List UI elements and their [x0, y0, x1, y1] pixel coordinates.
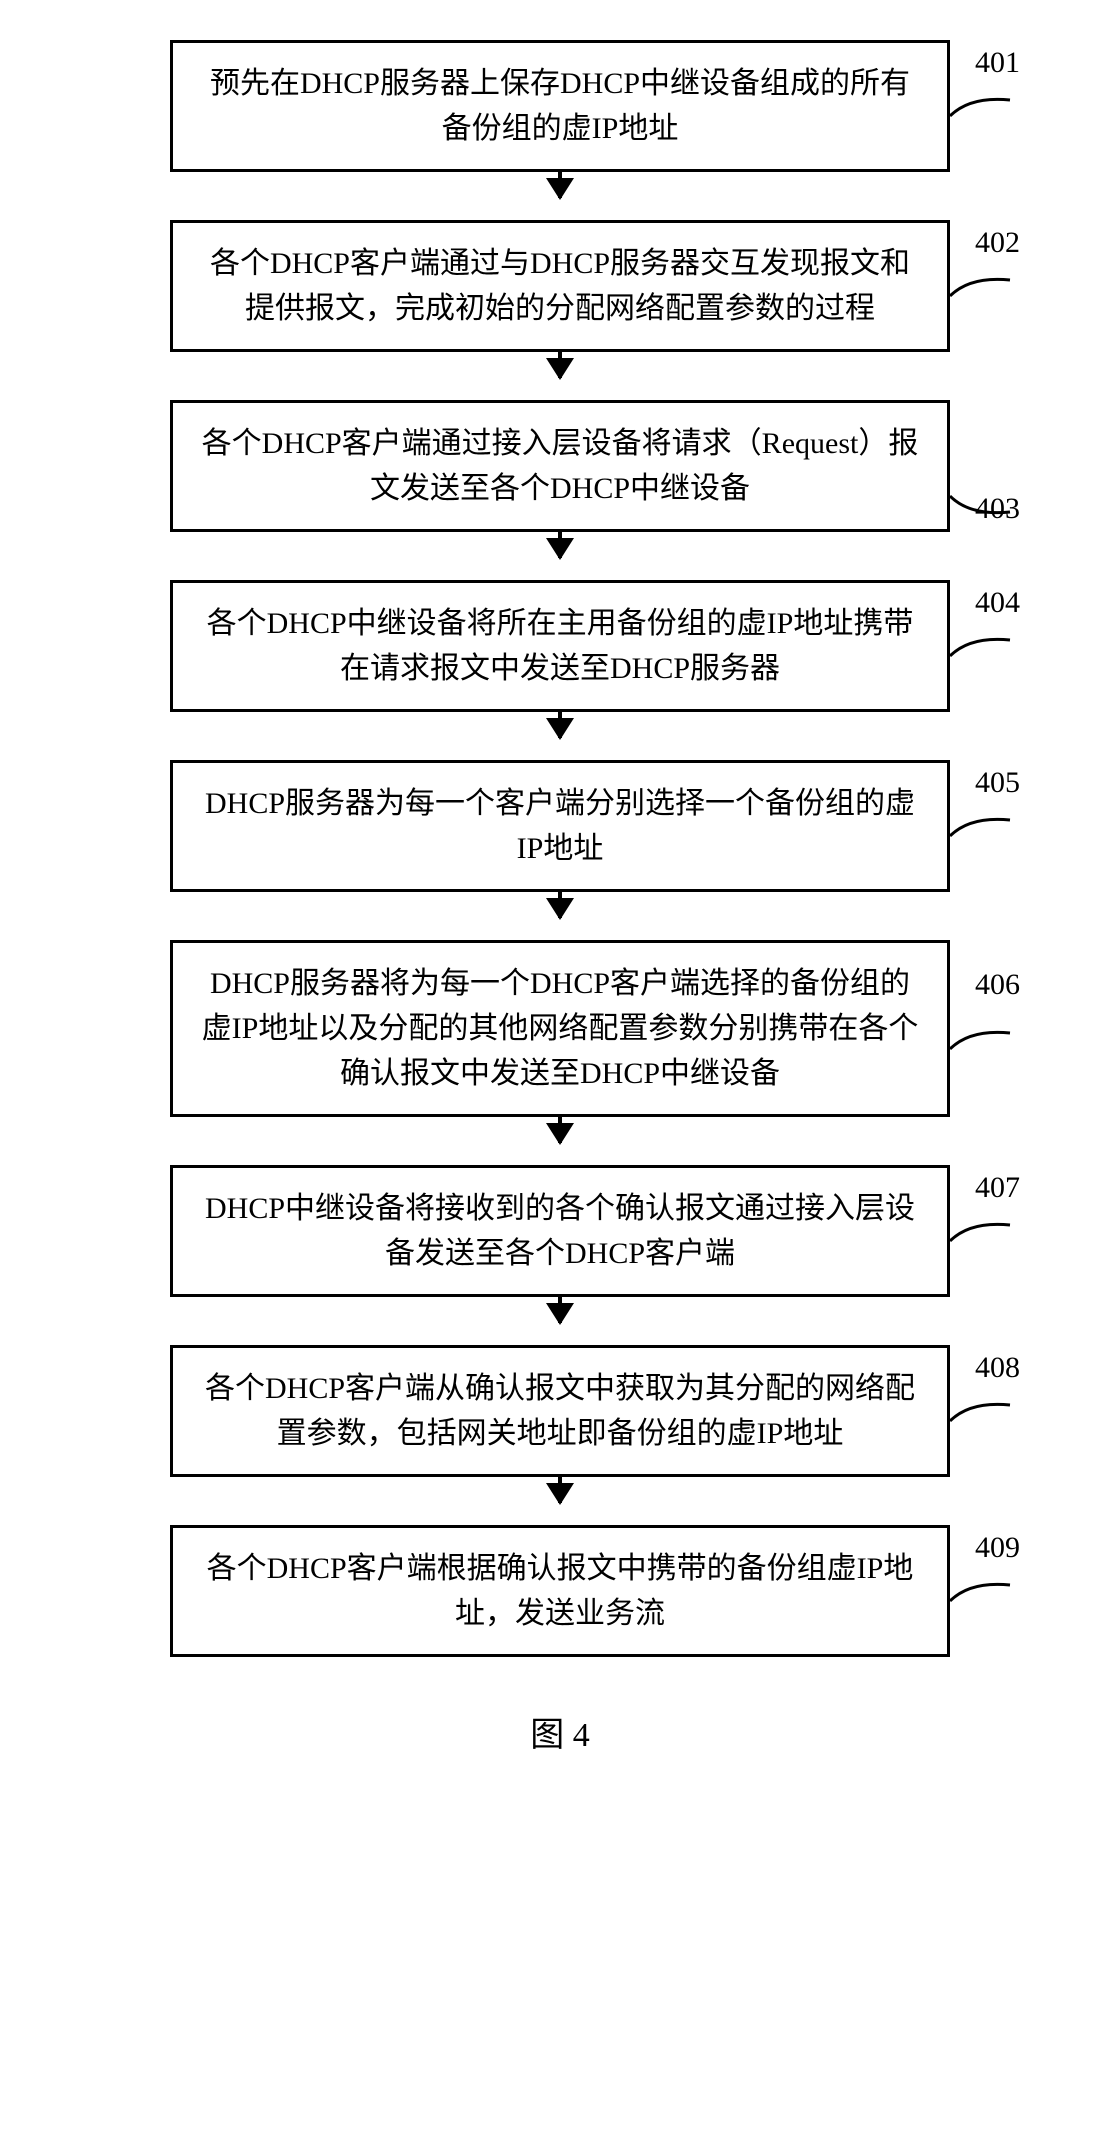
step-text: 各个DHCP客户端根据确认报文中携带的备份组虚IP地址，发送业务流	[207, 1552, 914, 1630]
step-box: 各个DHCP客户端通过接入层设备将请求（Request）报文发送至各个DHCP中…	[170, 400, 950, 532]
step-text: DHCP中继设备将接收到的各个确认报文通过接入层设备发送至各个DHCP客户端	[205, 1192, 915, 1270]
step-label: 405	[975, 766, 1020, 800]
step-row-404: 各个DHCP中继设备将所在主用备份组的虚IP地址携带在请求报文中发送至DHCP服…	[30, 580, 1090, 712]
step-text: DHCP服务器将为每一个DHCP客户端选择的备份组的虚IP地址以及分配的其他网络…	[202, 967, 919, 1090]
connector-line	[950, 1581, 1020, 1621]
step-row-401: 预先在DHCP服务器上保存DHCP中继设备组成的所有备份组的虚IP地址 401	[30, 40, 1090, 172]
step-text: 各个DHCP中继设备将所在主用备份组的虚IP地址携带在请求报文中发送至DHCP服…	[207, 607, 914, 685]
arrow	[558, 352, 562, 400]
arrow	[558, 1477, 562, 1525]
step-box: 各个DHCP客户端根据确认报文中携带的备份组虚IP地址，发送业务流	[170, 1525, 950, 1657]
step-box: 各个DHCP客户端从确认报文中获取为其分配的网络配置参数，包括网关地址即备份组的…	[170, 1345, 950, 1477]
step-text: DHCP服务器为每一个客户端分别选择一个备份组的虚IP地址	[205, 787, 915, 865]
arrow	[558, 1117, 562, 1165]
step-label: 401	[975, 46, 1020, 80]
arrow	[558, 892, 562, 940]
step-row-407: DHCP中继设备将接收到的各个确认报文通过接入层设备发送至各个DHCP客户端 4…	[30, 1165, 1090, 1297]
connector-line	[950, 96, 1020, 136]
step-label: 409	[975, 1531, 1020, 1565]
step-label: 404	[975, 586, 1020, 620]
step-row-406: DHCP服务器将为每一个DHCP客户端选择的备份组的虚IP地址以及分配的其他网络…	[30, 940, 1090, 1117]
connector-line	[950, 636, 1020, 676]
step-row-409: 各个DHCP客户端根据确认报文中携带的备份组虚IP地址，发送业务流 409	[30, 1525, 1090, 1657]
connector-line	[950, 276, 1020, 316]
step-text: 各个DHCP客户端通过接入层设备将请求（Request）报文发送至各个DHCP中…	[202, 427, 919, 505]
step-label: 407	[975, 1171, 1020, 1205]
step-label: 408	[975, 1351, 1020, 1385]
step-box: 预先在DHCP服务器上保存DHCP中继设备组成的所有备份组的虚IP地址	[170, 40, 950, 172]
step-label: 406	[975, 968, 1020, 1002]
step-box: DHCP服务器将为每一个DHCP客户端选择的备份组的虚IP地址以及分配的其他网络…	[170, 940, 950, 1117]
step-text: 各个DHCP客户端通过与DHCP服务器交互发现报文和提供报文，完成初始的分配网络…	[210, 247, 910, 325]
connector-line	[950, 816, 1020, 856]
connector-line	[950, 1029, 1020, 1069]
step-row-403: 各个DHCP客户端通过接入层设备将请求（Request）报文发送至各个DHCP中…	[30, 400, 1090, 532]
step-text: 各个DHCP客户端从确认报文中获取为其分配的网络配置参数，包括网关地址即备份组的…	[205, 1372, 915, 1450]
step-label: 402	[975, 226, 1020, 260]
step-box: DHCP服务器为每一个客户端分别选择一个备份组的虚IP地址	[170, 760, 950, 892]
step-row-405: DHCP服务器为每一个客户端分别选择一个备份组的虚IP地址 405	[30, 760, 1090, 892]
arrow	[558, 172, 562, 220]
connector-line	[950, 1221, 1020, 1261]
step-text: 预先在DHCP服务器上保存DHCP中继设备组成的所有备份组的虚IP地址	[210, 67, 910, 145]
arrow	[558, 532, 562, 580]
figure-caption: 图 4	[30, 1707, 1090, 1756]
step-box: 各个DHCP中继设备将所在主用备份组的虚IP地址携带在请求报文中发送至DHCP服…	[170, 580, 950, 712]
step-row-408: 各个DHCP客户端从确认报文中获取为其分配的网络配置参数，包括网关地址即备份组的…	[30, 1345, 1090, 1477]
arrow	[558, 712, 562, 760]
connector-line	[950, 1401, 1020, 1441]
step-row-402: 各个DHCP客户端通过与DHCP服务器交互发现报文和提供报文，完成初始的分配网络…	[30, 220, 1090, 352]
step-label: 403	[975, 492, 1020, 526]
step-box: DHCP中继设备将接收到的各个确认报文通过接入层设备发送至各个DHCP客户端	[170, 1165, 950, 1297]
arrow	[558, 1297, 562, 1345]
flowchart-container: 预先在DHCP服务器上保存DHCP中继设备组成的所有备份组的虚IP地址 401 …	[30, 40, 1090, 1657]
step-box: 各个DHCP客户端通过与DHCP服务器交互发现报文和提供报文，完成初始的分配网络…	[170, 220, 950, 352]
